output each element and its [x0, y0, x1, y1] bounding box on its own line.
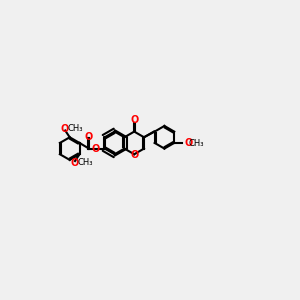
Text: O: O [184, 138, 193, 148]
Text: CH₃: CH₃ [188, 139, 204, 148]
Text: O: O [85, 132, 93, 142]
Text: CH₃: CH₃ [68, 124, 83, 133]
Text: O: O [131, 150, 139, 160]
Text: O: O [70, 158, 78, 168]
Text: O: O [130, 115, 138, 125]
Text: CH₃: CH₃ [77, 158, 93, 167]
Text: O: O [92, 144, 100, 154]
Text: O: O [60, 124, 69, 134]
